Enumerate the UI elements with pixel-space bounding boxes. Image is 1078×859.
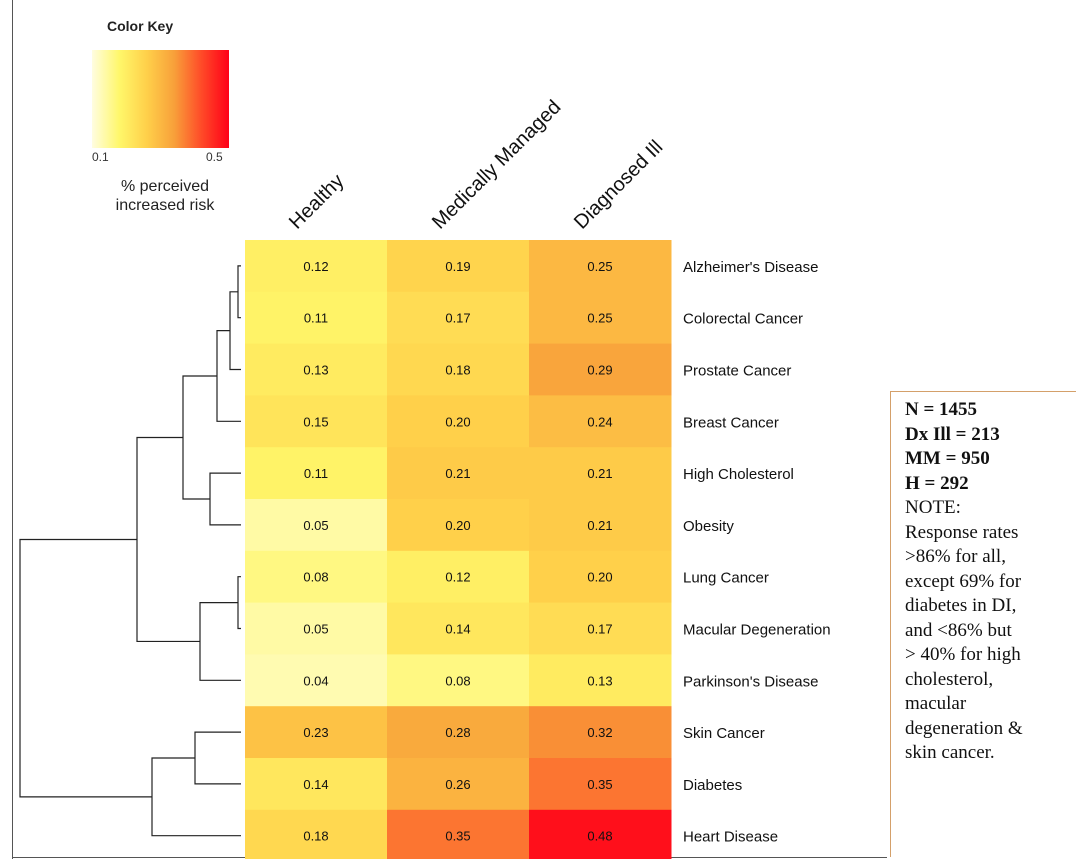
row-label: Lung Cancer: [683, 570, 769, 587]
heatmap-cell-value: 0.12: [303, 259, 328, 274]
row-label: High Cholesterol: [683, 466, 794, 483]
row-label: Colorectal Cancer: [683, 311, 803, 328]
note-text-line: macular: [905, 692, 1076, 717]
dendrogram-branch: [152, 758, 241, 836]
heatmap-cell-value: 0.48: [587, 829, 612, 844]
heatmap-cell-value: 0.25: [587, 311, 612, 326]
dendrogram-branch: [238, 266, 241, 318]
row-label: Skin Cancer: [683, 725, 765, 742]
dendrogram-branch: [137, 437, 200, 641]
heatmap-cell-value: 0.15: [303, 414, 328, 429]
heatmap-cell-value: 0.11: [304, 466, 328, 481]
note-sample-h: H = 292: [905, 472, 1076, 497]
heatmap-cell-value: 0.32: [587, 725, 612, 740]
note-text-line: degeneration &: [905, 717, 1076, 742]
row-label: Obesity: [683, 518, 734, 535]
heatmap-cell-value: 0.35: [587, 777, 612, 792]
heatmap-cell-value: 0.26: [445, 777, 470, 792]
heatmap-cell-value: 0.04: [303, 673, 328, 688]
dendrogram-branch: [217, 331, 241, 422]
row-label: Macular Degeneration: [683, 622, 831, 639]
heatmap-cell-value: 0.05: [303, 518, 328, 533]
note-sample-total: N = 1455: [905, 398, 1076, 423]
note-sample-mm: MM = 950: [905, 447, 1076, 472]
heatmap-cell-value: 0.28: [445, 725, 470, 740]
row-label: Breast Cancer: [683, 414, 779, 431]
heatmap-cell-value: 0.35: [445, 829, 470, 844]
row-label: Alzheimer's Disease: [683, 259, 818, 276]
note-text-line: skin cancer.: [905, 741, 1076, 766]
heatmap-cell-value: 0.19: [445, 259, 470, 274]
heatmap-cell-value: 0.18: [445, 363, 470, 378]
heatmap-cell-value: 0.17: [587, 622, 612, 637]
heatmap-cell-value: 0.14: [303, 777, 328, 792]
dendrogram-branch: [183, 376, 217, 499]
note-text-line: cholesterol,: [905, 668, 1076, 693]
dendrogram-branch: [230, 292, 241, 370]
dendrogram-branch: [200, 603, 241, 681]
heatmap-cell-value: 0.11: [304, 311, 328, 326]
dendrogram-branch: [210, 473, 241, 525]
heatmap-cell-value: 0.20: [587, 570, 612, 585]
heatmap-cell-value: 0.21: [587, 518, 612, 533]
heatmap-cell-value: 0.18: [303, 829, 328, 844]
row-label: Diabetes: [683, 777, 742, 794]
heatmap-cell-value: 0.20: [445, 414, 470, 429]
heatmap-cell-value: 0.08: [445, 673, 470, 688]
heatmap-cell-value: 0.21: [587, 466, 612, 481]
heatmap-cell-value: 0.23: [303, 725, 328, 740]
note-text-line: and <86% but: [905, 619, 1076, 644]
heatmap-cell-value: 0.29: [587, 363, 612, 378]
heatmap-cell-value: 0.08: [303, 570, 328, 585]
row-label: Heart Disease: [683, 829, 778, 846]
row-label: Parkinson's Disease: [683, 673, 818, 690]
dendrogram-branch: [238, 577, 241, 629]
heatmap-cell-value: 0.25: [587, 259, 612, 274]
note-text-line: >86% for all,: [905, 545, 1076, 570]
note-text-line: NOTE:: [905, 496, 1076, 521]
heatmap-cell-value: 0.13: [303, 363, 328, 378]
note-text-line: > 40% for high: [905, 643, 1076, 668]
row-label: Prostate Cancer: [683, 363, 791, 380]
note-box: N = 1455 Dx Ill = 213 MM = 950 H = 292 N…: [890, 391, 1076, 857]
note-text-line: diabetes in DI,: [905, 594, 1076, 619]
heatmap-cell-value: 0.17: [445, 311, 470, 326]
note-text-line: except 69% for: [905, 570, 1076, 595]
heatmap-cell-value: 0.13: [587, 673, 612, 688]
heatmap-cell-value: 0.14: [445, 622, 470, 637]
dendrogram-branch: [195, 732, 241, 784]
note-text-line: Response rates: [905, 521, 1076, 546]
dendrogram-branch: [20, 539, 152, 796]
heatmap-cell-value: 0.24: [587, 414, 612, 429]
heatmap-cell-value: 0.21: [445, 466, 470, 481]
note-sample-dx-ill: Dx Ill = 213: [905, 423, 1076, 448]
heatmap-cell-value: 0.12: [445, 570, 470, 585]
heatmap-cell-value: 0.20: [445, 518, 470, 533]
heatmap-cell-value: 0.05: [303, 622, 328, 637]
